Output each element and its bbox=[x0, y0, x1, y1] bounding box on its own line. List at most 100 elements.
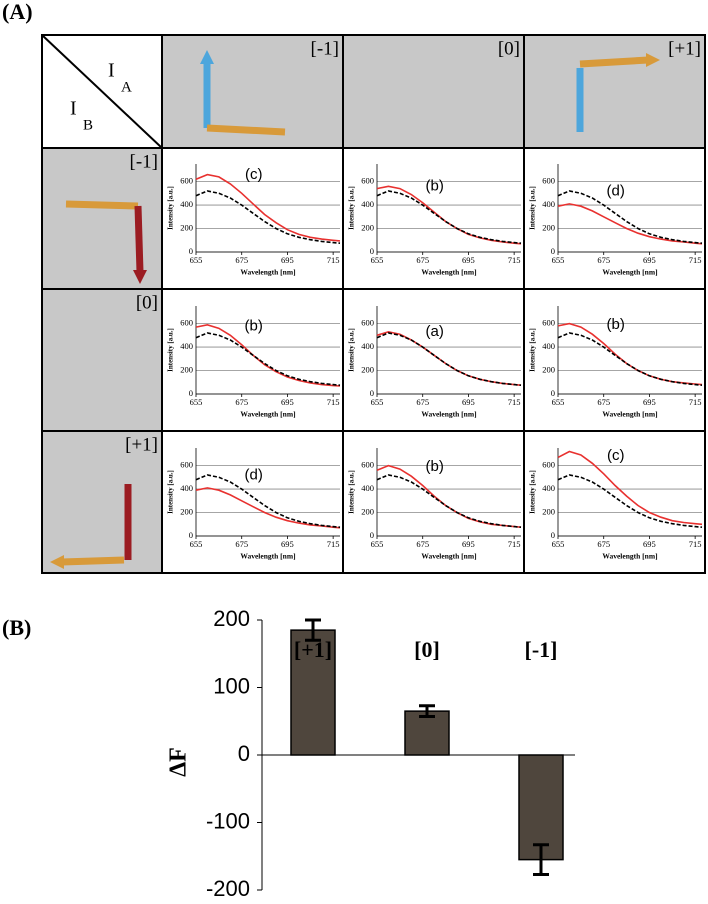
y-tick-label: 0 bbox=[189, 246, 193, 256]
y-tick-label: 400 bbox=[542, 199, 555, 209]
y-tick-label: 600 bbox=[361, 460, 374, 470]
y-tick-label: 600 bbox=[542, 318, 555, 328]
x-tick-label: 695 bbox=[462, 397, 475, 407]
y-tick-label: 0 bbox=[551, 388, 555, 398]
annotation: (c) bbox=[607, 447, 625, 464]
x-axis-label: Wavelength [nm] bbox=[240, 552, 295, 561]
row-header: [0] bbox=[136, 292, 158, 313]
series-line bbox=[557, 332, 703, 386]
x-axis-label: Wavelength [nm] bbox=[421, 268, 476, 277]
bar bbox=[404, 710, 450, 756]
y-axis-label: Intensity [a.u.] bbox=[529, 470, 537, 514]
x-tick-label: 695 bbox=[643, 539, 656, 549]
x-axis-label: Wavelength [nm] bbox=[421, 410, 476, 419]
x-tick-label: 675 bbox=[597, 397, 610, 407]
x-tick-label: 695 bbox=[281, 539, 294, 549]
series-line bbox=[195, 190, 341, 244]
category-label: [+1] bbox=[294, 637, 332, 662]
y-axis-label: Intensity [a.u.] bbox=[529, 186, 537, 230]
annotation: (d) bbox=[245, 466, 263, 483]
y-tick-label: 200 bbox=[180, 222, 193, 232]
plot-bg bbox=[196, 306, 340, 394]
y-tick-label: 0 bbox=[551, 246, 555, 256]
y-tick-label: 0 bbox=[370, 388, 374, 398]
x-tick-label: 675 bbox=[416, 539, 429, 549]
bar bbox=[518, 754, 564, 861]
y-tick-label: 400 bbox=[542, 341, 555, 351]
col-header: [0] bbox=[498, 38, 520, 59]
x-tick-label: 695 bbox=[281, 397, 294, 407]
y-tick-label: 400 bbox=[180, 483, 193, 493]
plot-bg bbox=[558, 306, 702, 394]
plot-bg bbox=[558, 448, 702, 536]
plot-bg bbox=[377, 164, 521, 252]
x-axis-label: Wavelength [nm] bbox=[240, 268, 295, 277]
y-tick-label: 0 bbox=[370, 246, 374, 256]
series-line bbox=[376, 474, 522, 528]
annotation: (d) bbox=[607, 182, 625, 199]
x-tick-label: 695 bbox=[462, 539, 475, 549]
y-tick-label: 0 bbox=[189, 388, 193, 398]
col-header: [+1] bbox=[668, 38, 701, 59]
col-header: [-1] bbox=[311, 38, 339, 59]
x-tick-label: 655 bbox=[371, 255, 384, 265]
y-tick-label: 400 bbox=[542, 483, 555, 493]
corner-label: I bbox=[108, 60, 115, 82]
y-tick-label: 600 bbox=[180, 460, 193, 470]
y-tick-label: 400 bbox=[180, 199, 193, 209]
x-axis-label: Wavelength [nm] bbox=[602, 552, 657, 561]
y-tick-label: 600 bbox=[180, 318, 193, 328]
series-line bbox=[376, 190, 522, 244]
x-tick-label: 675 bbox=[416, 255, 429, 265]
y-tick-label: 600 bbox=[542, 460, 555, 470]
x-tick-label: 715 bbox=[327, 255, 340, 265]
corner-sub: A bbox=[121, 79, 132, 95]
x-tick-label: 655 bbox=[190, 255, 203, 265]
error-bar bbox=[305, 618, 321, 642]
y-axis-label: Intensity [a.u.] bbox=[529, 328, 537, 372]
plot-bg bbox=[558, 164, 702, 252]
row-header: [+1] bbox=[125, 434, 158, 455]
annotation: (a) bbox=[426, 323, 444, 340]
x-tick-label: 715 bbox=[508, 255, 521, 265]
annotation: (b) bbox=[245, 317, 263, 334]
series-line bbox=[376, 332, 522, 386]
x-tick-label: 655 bbox=[552, 255, 565, 265]
panel-label: (B) bbox=[2, 615, 31, 640]
x-tick-label: 675 bbox=[235, 255, 248, 265]
x-axis-label: Wavelength [nm] bbox=[602, 268, 657, 277]
y-tick-label: 600 bbox=[361, 318, 374, 328]
x-tick-label: 655 bbox=[190, 539, 203, 549]
y-tick-label: 0 bbox=[551, 530, 555, 540]
y-tick-label: 200 bbox=[213, 606, 250, 631]
x-axis-label: Wavelength [nm] bbox=[240, 410, 295, 419]
y-axis-label: ΔF bbox=[166, 747, 192, 777]
y-axis-label: Intensity [a.u.] bbox=[167, 470, 175, 514]
y-tick-label: 200 bbox=[542, 364, 555, 374]
x-tick-label: 675 bbox=[235, 539, 248, 549]
plot-bg bbox=[196, 448, 340, 536]
y-axis-label: Intensity [a.u.] bbox=[348, 328, 356, 372]
x-tick-label: 715 bbox=[327, 397, 340, 407]
category-label: [-1] bbox=[525, 637, 558, 662]
x-tick-label: 655 bbox=[371, 397, 384, 407]
x-tick-label: 695 bbox=[643, 255, 656, 265]
series-line bbox=[195, 487, 341, 529]
x-tick-label: 655 bbox=[552, 539, 565, 549]
x-tick-label: 715 bbox=[689, 539, 702, 549]
series-line bbox=[557, 190, 703, 244]
series-line bbox=[195, 323, 341, 387]
annotation: (b) bbox=[426, 458, 444, 475]
x-tick-label: 675 bbox=[235, 397, 248, 407]
annotation: (c) bbox=[245, 166, 263, 183]
x-tick-label: 655 bbox=[371, 539, 384, 549]
series-line bbox=[195, 474, 341, 528]
y-tick-label: 0 bbox=[189, 530, 193, 540]
y-tick-label: 400 bbox=[361, 483, 374, 493]
x-tick-label: 695 bbox=[462, 255, 475, 265]
y-tick-label: -100 bbox=[206, 808, 250, 833]
x-tick-label: 715 bbox=[689, 397, 702, 407]
y-tick-label: 200 bbox=[542, 222, 555, 232]
y-axis-label: Intensity [a.u.] bbox=[348, 470, 356, 514]
header-bg bbox=[42, 148, 162, 573]
